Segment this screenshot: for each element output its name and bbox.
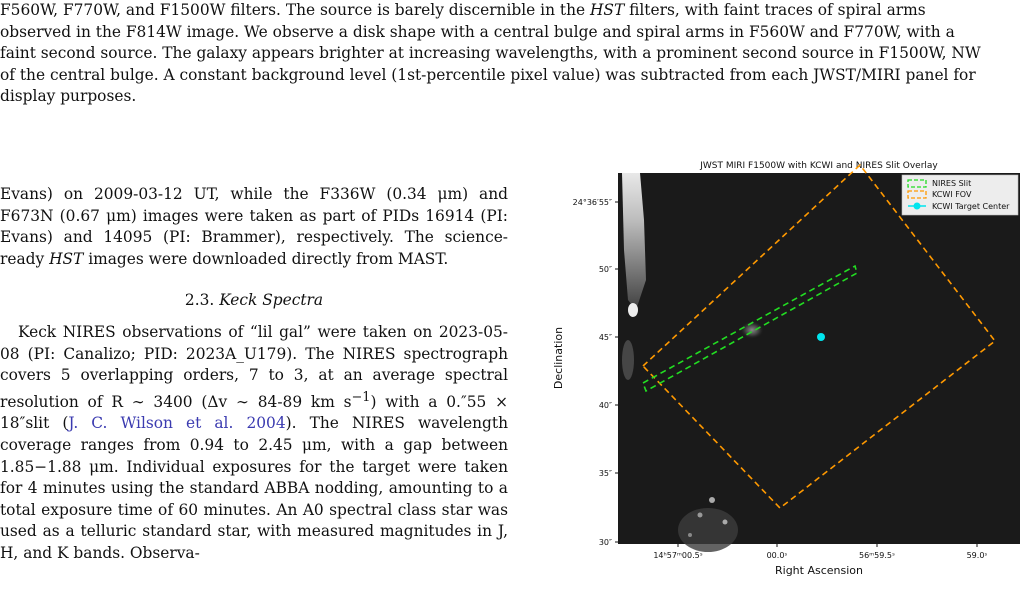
paragraph-text: Evans) on 2009-03-12 UT, while the F336W… [0, 185, 508, 268]
y-axis: 24°36′55″ 50″ 45″ 40″ 35″ 30″ Declinatio… [552, 198, 618, 547]
figure-plot: JWST MIRI F1500W with KCWI and NIRES Sli… [552, 161, 1020, 577]
faint-point [722, 519, 728, 525]
caption-line: F560W, F770W, and F1500W filters. The so… [0, 0, 1030, 22]
caption-line: display purposes. [0, 87, 137, 105]
y-tick-label: 24°36′55″ [573, 198, 612, 207]
y-tick-label: 30″ [599, 538, 612, 547]
y-axis-label: Declination [552, 327, 565, 389]
paragraph-text: ) with a 0.″55 × 18″slit ( [0, 392, 508, 433]
kcwi-target-center [817, 333, 825, 341]
paragraph: Evans) on 2009-03-12 UT, while the F336W… [0, 184, 508, 270]
bright-streak [622, 173, 646, 310]
figure-caption: F560W, F770W, and F1500W filters. The so… [0, 0, 1030, 108]
faint-blob [622, 340, 634, 380]
faint-source-cluster [678, 508, 738, 552]
x-axis-label: Right Ascension [775, 564, 863, 577]
superscript: −1 [351, 389, 371, 405]
caption-line: of the central bulge. A constant backgro… [0, 65, 976, 84]
body-column: Evans) on 2009-03-12 UT, while the F336W… [0, 184, 508, 565]
faint-point [697, 512, 703, 518]
caption-line: faint second source. The galaxy appears … [0, 44, 981, 62]
caption-line: observed in the F814W image. We observe … [0, 22, 955, 41]
paragraph: Keck NIRES observations of “lil gal” wer… [0, 322, 508, 565]
legend-label-nires: NIRES Slit [932, 179, 971, 188]
caption-text: filters, with faint traces of spiral arm… [624, 1, 926, 19]
legend-box [901, 174, 1019, 216]
legend-swatch-kcwi [907, 190, 927, 199]
section-number: 2.3. [184, 291, 215, 310]
faint-point [709, 497, 715, 503]
y-tick-label: 50″ [599, 265, 612, 274]
x-tick-label: 56ᵐ59.5ˢ [859, 551, 895, 560]
y-tick-label: 35″ [599, 469, 612, 478]
paragraph-emphasis: HST [49, 249, 84, 268]
caption-emphasis: HST [589, 1, 625, 19]
caption-text: F560W, F770W, and F1500W filters. The so… [0, 1, 590, 19]
x-tick-label: 59.0ˢ [967, 551, 988, 560]
section-heading: 2.3. Keck Spectra [0, 290, 508, 312]
legend-label-target: KCWI Target Center [932, 202, 1010, 211]
y-tick-label: 45″ [599, 333, 612, 342]
paragraph-text: Keck NIRES observations of “lil gal” wer… [0, 322, 508, 411]
nires-slit [642, 264, 858, 393]
plot-title: JWST MIRI F1500W with KCWI and NIRES Sli… [699, 161, 938, 171]
kcwi-fov [641, 163, 997, 510]
bright-blob [628, 303, 638, 317]
legend-swatch-nires [907, 179, 927, 188]
x-axis: 14ʰ57ᵐ00.5ˢ 00.0ˢ 56ᵐ59.5ˢ 59.0ˢ Right A… [653, 544, 987, 577]
paragraph-text: images were downloaded directly from MAS… [83, 249, 449, 268]
target-galaxy [740, 321, 764, 339]
section-title: Keck Spectra [219, 291, 324, 310]
x-tick-label: 00.0ˢ [767, 551, 788, 560]
jwst-figure: JWST MIRI F1500W with KCWI and NIRES Sli… [540, 160, 1034, 598]
x-tick-label: 14ʰ57ᵐ00.5ˢ [653, 551, 702, 560]
image-background [618, 173, 1020, 544]
paragraph-text: ). The NIRES wavelength coverage ranges … [0, 414, 508, 563]
legend-swatch-target [913, 202, 921, 210]
faint-point [688, 533, 692, 537]
legend-label-kcwi: KCWI FOV [932, 190, 972, 199]
citation-link[interactable]: J. C. Wilson et al. 2004 [68, 414, 286, 433]
y-tick-label: 40″ [599, 401, 612, 410]
